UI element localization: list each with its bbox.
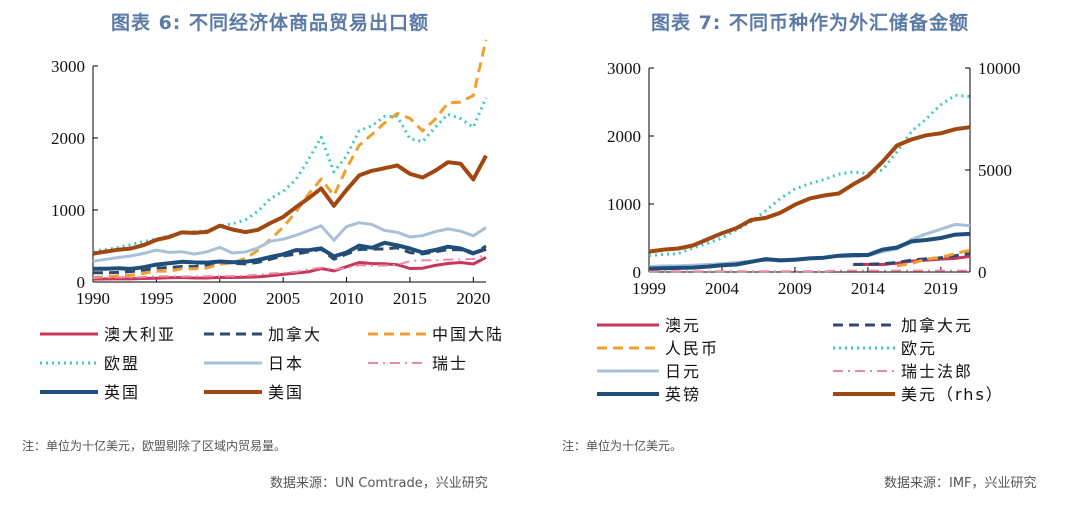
y-rhs-tick-label: 0 [978, 263, 987, 282]
legend-label: 英镑 [665, 385, 701, 404]
y-tick-label: 3000 [51, 57, 85, 76]
chart-source: 数据来源：IMF，兴业研究 [884, 476, 1037, 491]
y-rhs-tick-label: 5000 [978, 161, 1012, 180]
x-tick-label: 2009 [778, 279, 812, 298]
legend-label: 欧元 [901, 339, 937, 358]
chart-panel-exports: 图表 6: 不同经济体商品贸易出口额 0 1000 2000 3000 1990 1995… [22, 12, 504, 491]
legend-label: 澳大利亚 [104, 325, 176, 344]
x-tick-label: 2010 [330, 289, 364, 308]
legend-label: 英国 [104, 383, 140, 402]
chart-note: 注：单位为十亿美元。 [562, 439, 683, 453]
legend-label: 欧盟 [104, 354, 140, 373]
y-tick-label: 2000 [51, 129, 85, 148]
y-tick-label: 1000 [51, 201, 85, 220]
series-line-美国 [92, 154, 488, 256]
series-line-英国 [93, 240, 487, 271]
legend-label: 瑞士法郎 [901, 362, 973, 381]
y-tick-label: 0 [633, 263, 642, 282]
series-line-英镑 [648, 231, 971, 271]
y-rhs-tick-label: 10000 [978, 59, 1021, 78]
chart-title: 图表 6: 不同经济体商品贸易出口额 [110, 12, 430, 34]
y-tick-label: 1000 [607, 195, 641, 214]
x-tick-label: 1999 [632, 279, 666, 298]
chart-source: 数据来源：UN Comtrade，兴业研究 [270, 476, 488, 491]
chart-note: 注：单位为十亿美元，欧盟剔除了区域内贸易量。 [22, 439, 287, 453]
x-tick-label: 2000 [203, 289, 237, 308]
legend-label: 加拿大 [268, 325, 322, 344]
series-line-欧元 [648, 93, 971, 258]
series-line-美元（rhs） [648, 125, 971, 254]
chart-panel-reserves: 图表 7: 不同币种作为外汇储备金额 0 1000 2000 3000 0 5000 100… [540, 0, 1080, 512]
series-line-澳大利亚 [92, 256, 487, 281]
legend-label: 中国大陆 [432, 325, 504, 344]
x-tick-label: 1990 [76, 289, 110, 308]
chart-title: 图表 7: 不同币种作为外汇储备金额 [650, 12, 970, 34]
x-tick-label: 1995 [139, 289, 173, 308]
series-line-人民币 [896, 248, 971, 268]
x-tick-label: 2015 [393, 289, 427, 308]
legend-label: 人民币 [665, 339, 719, 358]
legend-label: 日本 [268, 354, 304, 373]
series-line-瑞士法郎 [649, 269, 970, 273]
legend-label: 瑞士 [432, 354, 468, 373]
chart-reserves: 0 1000 2000 3000 0 5000 10000 1999 2004 2009 2014 2… [597, 59, 1021, 404]
series-line-中国大陆 [92, 39, 488, 279]
y-tick-label: 3000 [607, 59, 641, 78]
legend-label: 日元 [665, 362, 701, 381]
x-tick-label: 2020 [456, 289, 490, 308]
x-tick-label: 2019 [924, 279, 958, 298]
x-tick-label: 2014 [851, 279, 886, 298]
x-tick-label: 2004 [705, 279, 740, 298]
legend-label: 加拿大元 [901, 316, 973, 335]
x-tick-label: 2005 [266, 289, 300, 308]
series-line-日本 [92, 221, 487, 263]
y-tick-label: 0 [77, 273, 86, 292]
legend-label: 美国 [268, 383, 304, 402]
legend-label: 美元（rhs） [901, 385, 1004, 404]
y-tick-label: 2000 [607, 127, 641, 146]
legend-label: 澳元 [665, 316, 701, 335]
chart-exports: 0 1000 2000 3000 1990 1995 2000 2005 2010 2015 202… [40, 39, 504, 402]
